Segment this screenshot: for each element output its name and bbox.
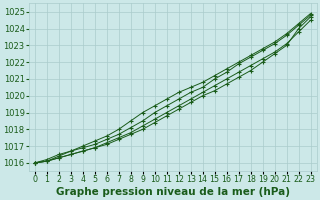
X-axis label: Graphe pression niveau de la mer (hPa): Graphe pression niveau de la mer (hPa) [56,187,290,197]
